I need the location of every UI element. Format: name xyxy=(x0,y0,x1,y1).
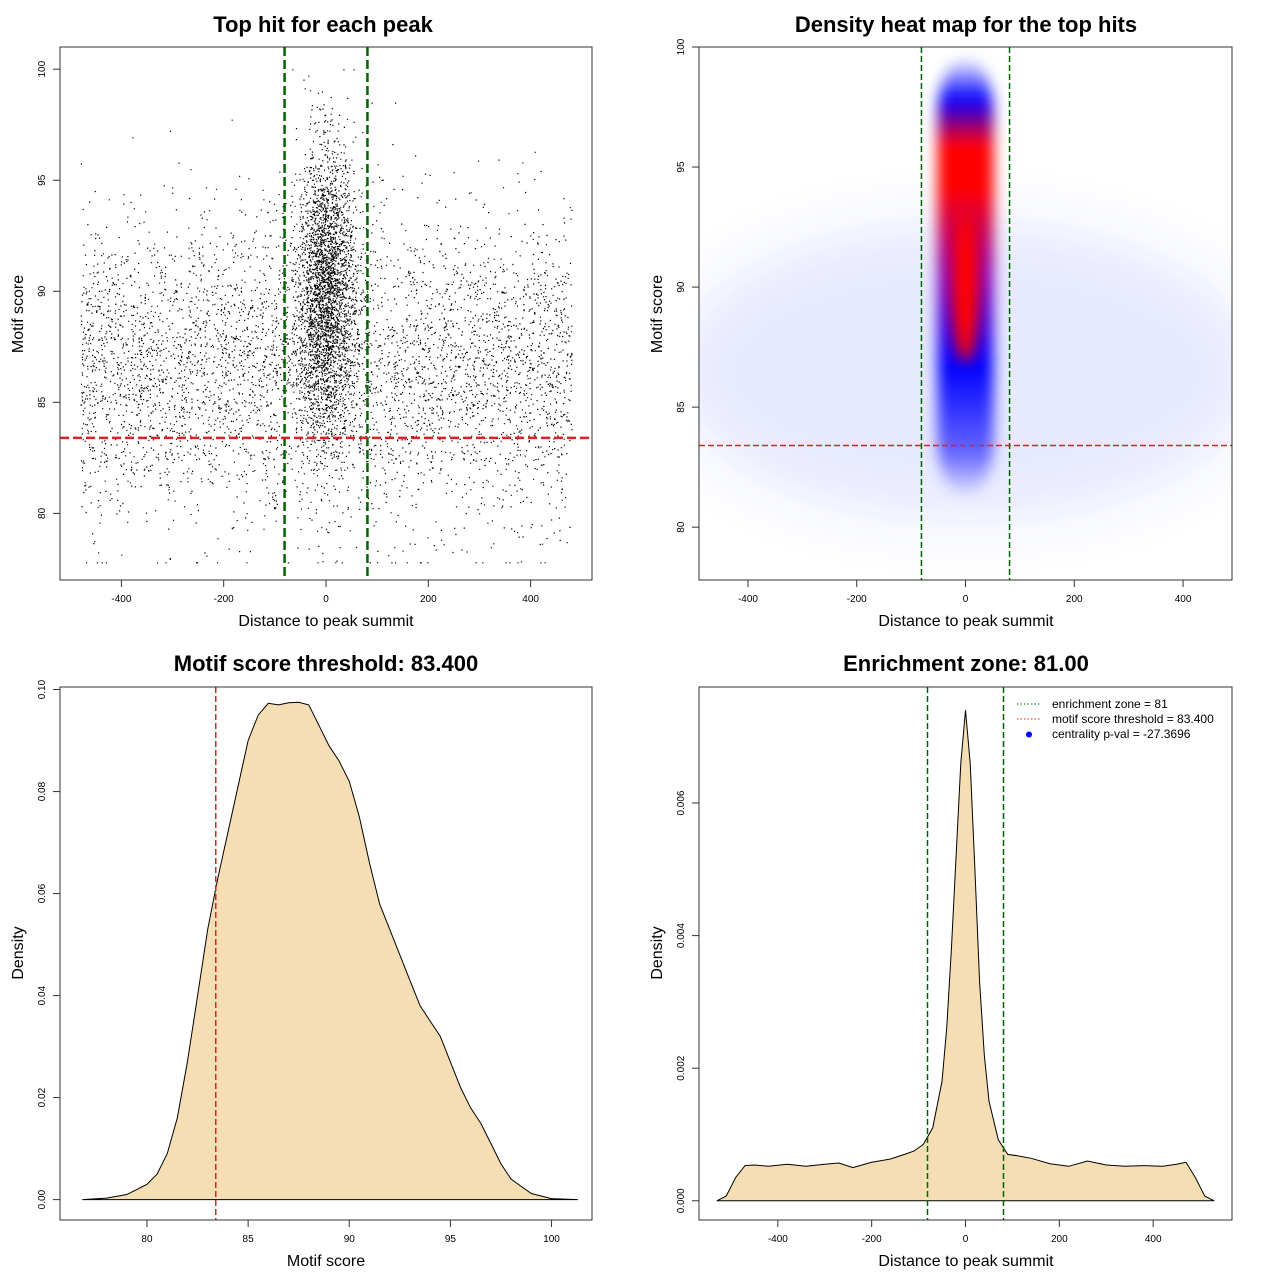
x-axis: -400 -200 0 200 400 xyxy=(738,579,1192,605)
x-axis-label: Distance to peak summit xyxy=(878,1253,1054,1270)
plot-area xyxy=(716,687,1215,1220)
y-tick-label: 90 xyxy=(676,281,687,293)
y-tick-label: 0.00 xyxy=(37,1189,48,1209)
scatter-point-cloud xyxy=(80,69,573,564)
panel-title: Density heat map for the top hits xyxy=(795,12,1137,37)
x-tick-label: 0 xyxy=(323,594,329,605)
x-tick-label: 80 xyxy=(141,1234,153,1245)
y-axis: 80 85 90 95 100 xyxy=(37,60,61,519)
x-tick-label: 85 xyxy=(243,1234,255,1245)
x-tick-label: 100 xyxy=(543,1234,560,1245)
panel-title: Top hit for each peak xyxy=(213,12,433,37)
x-tick-label: -200 xyxy=(847,594,867,605)
y-axis: 0.000 0.002 0.004 0.006 xyxy=(676,790,700,1213)
y-tick-label: 0.004 xyxy=(676,923,687,948)
x-tick-label: 200 xyxy=(420,594,437,605)
panel-enrichment-zone-density: Enrichment zone: 81.00 -400 -200 0 200 400 0… xyxy=(649,651,1233,1270)
x-tick-label: 200 xyxy=(1066,594,1083,605)
y-tick-label: 80 xyxy=(676,521,687,533)
y-tick-label: 85 xyxy=(676,401,687,413)
density-area xyxy=(716,710,1215,1202)
y-axis: 0.00 0.02 0.04 0.06 0.08 0.10 xyxy=(37,679,61,1209)
x-tick-label: 200 xyxy=(1051,1234,1068,1245)
x-tick-label: 400 xyxy=(1145,1234,1162,1245)
plot-area xyxy=(60,47,592,580)
x-tick-label: -400 xyxy=(738,594,758,605)
density-area xyxy=(82,701,578,1201)
y-axis-label: Motif score xyxy=(649,275,666,353)
panel-title: Motif score threshold: 83.400 xyxy=(174,651,478,676)
panel-title: Enrichment zone: 81.00 xyxy=(843,651,1089,676)
legend-label-motif-threshold: motif score threshold = 83.400 xyxy=(1052,712,1214,726)
y-tick-label: 0.000 xyxy=(676,1188,687,1213)
plot-frame xyxy=(59,46,593,581)
y-axis-label: Density xyxy=(10,926,27,979)
heatmap-density xyxy=(699,56,1232,521)
y-tick-label: 0.02 xyxy=(37,1087,48,1107)
x-axis-label: Distance to peak summit xyxy=(878,613,1054,630)
y-tick-label: 85 xyxy=(37,396,48,408)
panel-top-hit-scatter: Top hit for each peak -400 -200 0 200 400 80… xyxy=(10,12,593,630)
y-tick-label: 90 xyxy=(37,285,48,297)
x-tick-label: -200 xyxy=(214,594,234,605)
plot-area xyxy=(82,687,578,1220)
legend: enrichment zone = 81 motif score thresho… xyxy=(1017,697,1214,741)
heatmap-peak xyxy=(952,212,979,363)
y-tick-label: 0.06 xyxy=(37,883,48,903)
y-tick-label: 80 xyxy=(37,507,48,519)
x-tick-label: 0 xyxy=(963,594,969,605)
y-tick-label: 100 xyxy=(676,38,687,55)
y-axis-label: Motif score xyxy=(10,275,27,353)
y-tick-label: 0.08 xyxy=(37,781,48,801)
y-tick-label: 0.002 xyxy=(676,1055,687,1080)
x-axis-label: Distance to peak summit xyxy=(238,613,414,630)
x-tick-label: 400 xyxy=(522,594,539,605)
x-tick-label: -200 xyxy=(862,1234,882,1245)
y-tick-label: 100 xyxy=(37,60,48,77)
panel-density-heatmap: Density heat map for the top hits -400 -2… xyxy=(649,12,1233,630)
y-axis: 80 85 90 95 100 xyxy=(676,38,700,533)
plot-area xyxy=(699,47,1232,580)
panel-motif-score-density: Motif score threshold: 83.400 80 85 90 95 10… xyxy=(10,651,593,1270)
y-axis-label: Density xyxy=(649,926,666,979)
scatter-points xyxy=(80,69,573,564)
x-tick-label: 400 xyxy=(1175,594,1192,605)
y-tick-label: 95 xyxy=(37,174,48,186)
x-tick-label: 90 xyxy=(344,1234,356,1245)
x-tick-label: 95 xyxy=(445,1234,457,1245)
x-axis-label: Motif score xyxy=(287,1253,365,1270)
legend-swatch-centrality xyxy=(1026,731,1032,738)
x-tick-label: -400 xyxy=(768,1234,788,1245)
y-tick-label: 0.006 xyxy=(676,790,687,815)
y-tick-label: 0.10 xyxy=(37,679,48,699)
legend-label-centrality: centrality p-val = -27.3696 xyxy=(1052,727,1191,741)
legend-label-enrichment-zone: enrichment zone = 81 xyxy=(1052,697,1168,711)
y-tick-label: 0.04 xyxy=(37,985,48,1005)
x-tick-label: -400 xyxy=(111,594,131,605)
x-tick-label: 0 xyxy=(963,1234,969,1245)
y-tick-label: 95 xyxy=(676,161,687,173)
x-axis: -400 -200 0 200 400 xyxy=(768,1219,1162,1245)
x-axis: -400 -200 0 200 400 xyxy=(111,579,539,605)
x-axis: 80 85 90 95 100 xyxy=(141,1219,560,1245)
